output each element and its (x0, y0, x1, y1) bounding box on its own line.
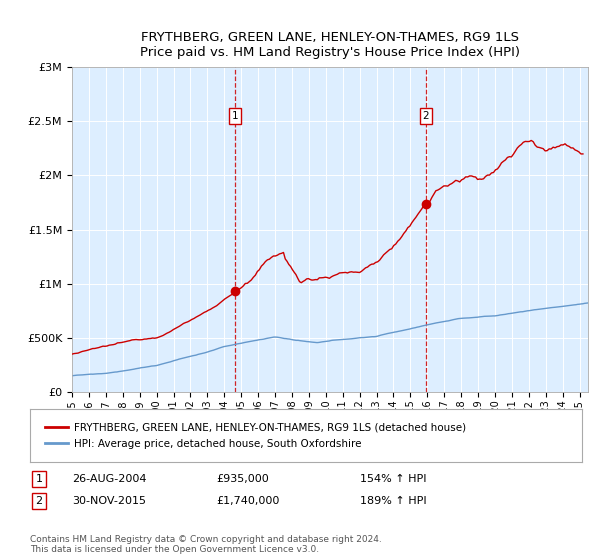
Text: £1,740,000: £1,740,000 (216, 496, 280, 506)
Title: FRYTHBERG, GREEN LANE, HENLEY-ON-THAMES, RG9 1LS
Price paid vs. HM Land Registry: FRYTHBERG, GREEN LANE, HENLEY-ON-THAMES,… (140, 31, 520, 59)
Text: £935,000: £935,000 (216, 474, 269, 484)
Legend: FRYTHBERG, GREEN LANE, HENLEY-ON-THAMES, RG9 1LS (detached house), HPI: Average : FRYTHBERG, GREEN LANE, HENLEY-ON-THAMES,… (41, 418, 470, 452)
Text: 30-NOV-2015: 30-NOV-2015 (72, 496, 146, 506)
Text: 189% ↑ HPI: 189% ↑ HPI (360, 496, 427, 506)
Text: 1: 1 (232, 111, 239, 121)
Text: 1: 1 (35, 474, 43, 484)
Text: 2: 2 (422, 111, 429, 121)
Text: 26-AUG-2004: 26-AUG-2004 (72, 474, 146, 484)
Text: Contains HM Land Registry data © Crown copyright and database right 2024.
This d: Contains HM Land Registry data © Crown c… (30, 535, 382, 554)
Text: 2: 2 (35, 496, 43, 506)
Text: 154% ↑ HPI: 154% ↑ HPI (360, 474, 427, 484)
